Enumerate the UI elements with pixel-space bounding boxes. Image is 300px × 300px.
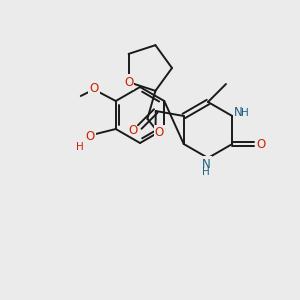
Text: O: O bbox=[155, 126, 164, 139]
Text: N: N bbox=[202, 158, 210, 170]
Text: O: O bbox=[89, 82, 98, 95]
Text: H: H bbox=[242, 108, 249, 118]
Text: O: O bbox=[256, 137, 266, 151]
Text: N: N bbox=[234, 106, 243, 119]
Text: O: O bbox=[124, 76, 133, 88]
Text: H: H bbox=[202, 167, 210, 177]
Text: H: H bbox=[76, 142, 84, 152]
Text: O: O bbox=[128, 124, 137, 137]
Text: O: O bbox=[85, 130, 94, 143]
